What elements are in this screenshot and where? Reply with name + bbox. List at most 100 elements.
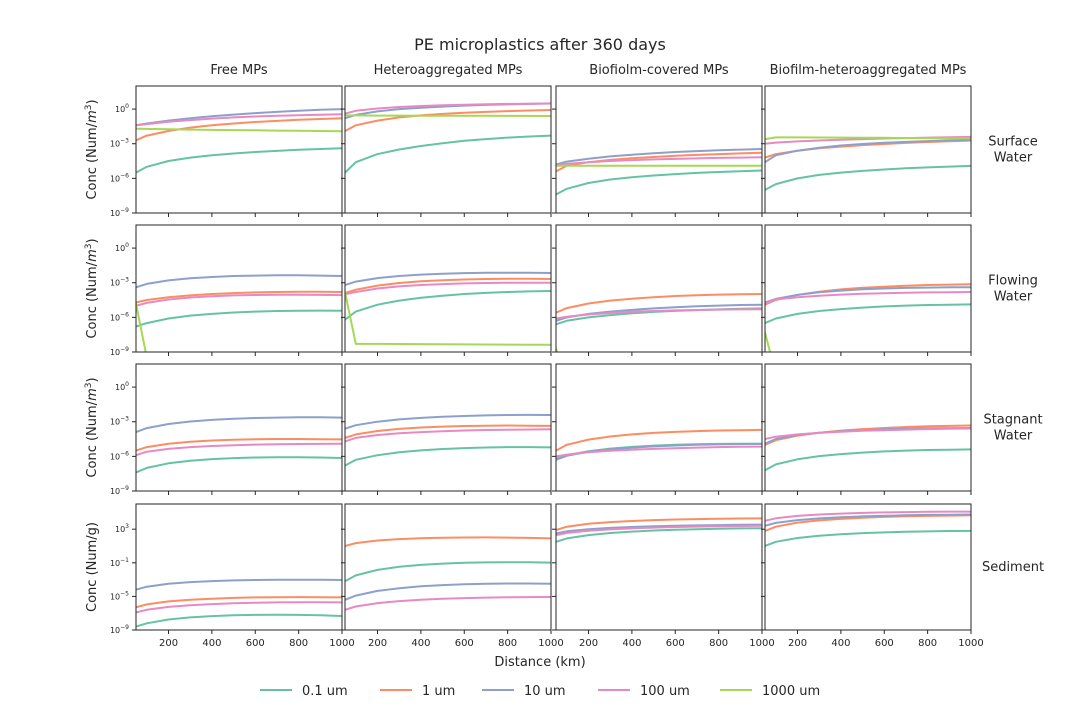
panel-frame <box>135 363 343 492</box>
series-line-0.1-um <box>345 446 551 467</box>
legend-item: 1000 um <box>720 684 820 699</box>
legend-label: 100 um <box>640 684 690 699</box>
series-line-1-um <box>765 514 971 532</box>
panel-frame <box>555 85 763 214</box>
y-axis-label-text: Conc (Num/ <box>85 261 100 338</box>
row-label-0-line-0: Surface <box>988 135 1038 150</box>
y-axis-label-row-0: Conc (Num/m3) <box>84 99 100 199</box>
panel-frame <box>344 503 552 631</box>
series-line-100-um <box>556 445 762 458</box>
column-title-0: Free MPs <box>210 63 268 78</box>
panel-frame <box>135 503 343 631</box>
panel-r1-c2 <box>552 224 763 356</box>
series-line-1-um <box>556 428 762 452</box>
panel-frame <box>344 85 552 214</box>
panel-r2-c1 <box>341 363 552 495</box>
panel-r0-c0: 10−9 10−6 10−3 100 <box>110 85 343 218</box>
x-tick-label: 200 <box>159 638 178 649</box>
x-tick-label: 200 <box>368 638 387 649</box>
y-axis-label-text: Conc (Num/g) <box>85 522 100 612</box>
column-title-2: Biofiolm-covered MPs <box>589 63 729 78</box>
row-label-2-line-1: Water <box>994 429 1033 444</box>
series-line-1-um <box>556 517 762 531</box>
x-tick-label: 800 <box>289 638 308 649</box>
x-tick-label: 200 <box>788 638 807 649</box>
series-line-100-um <box>345 428 551 443</box>
series-line-10-um <box>556 523 762 535</box>
series-line-1-um <box>345 109 551 132</box>
series-line-100-um <box>345 102 551 115</box>
y-tick-label: 100 <box>115 103 129 114</box>
column-title-3: Biofilm-heteroaggregated MPs <box>770 63 967 78</box>
y-axis-label-row-1: Conc (Num/m3) <box>84 238 100 338</box>
panel-frame <box>555 503 763 631</box>
x-tick-label: 1000 <box>958 638 983 649</box>
y-tick-label: 10−9 <box>110 624 129 635</box>
y-tick-label: 10−5 <box>110 590 129 601</box>
series-line-1-um <box>136 290 342 304</box>
panel-r1-c1 <box>341 224 552 356</box>
row-label-1-line-1: Water <box>994 290 1033 305</box>
y-tick-label: 100 <box>115 381 129 392</box>
series-line-1000-um <box>345 291 551 346</box>
series-line-100-um <box>556 156 762 167</box>
y-axis-label-text: Conc (Num/ <box>85 122 100 199</box>
y-tick-label: 10−6 <box>110 172 129 183</box>
panel-r0-c1 <box>341 85 552 217</box>
panel-r3-c1: 200 400 600 800 1000 <box>341 503 564 649</box>
y-axis-label-row-2: Conc (Num/m3) <box>84 377 100 477</box>
y-axis-label-close: ) <box>85 238 100 243</box>
y-tick-label: 10−6 <box>110 311 129 322</box>
series-line-1-um <box>136 438 342 452</box>
panel-r1-c0: 10−9 10−6 10−3 100 <box>110 224 343 357</box>
panel-frame <box>555 224 763 353</box>
series-line-1-um <box>345 424 551 439</box>
series-line-100-um <box>765 291 971 305</box>
y-axis-label-unit-exponent: 3 <box>84 244 94 250</box>
series-line-1000-um <box>765 331 772 352</box>
series-line-0.1-um <box>556 169 762 196</box>
x-tick-label: 200 <box>579 638 598 649</box>
series-line-1-um <box>345 536 551 547</box>
series-line-1000-um <box>136 127 342 133</box>
series-line-1-um <box>556 293 762 314</box>
series-line-100-um <box>345 596 551 611</box>
series-line-0.1-um <box>136 147 342 174</box>
series-line-10-um <box>556 148 762 166</box>
row-label-1-line-0: Flowing <box>988 274 1038 289</box>
y-axis-label-unit: m <box>85 249 100 262</box>
y-tick-label: 10−3 <box>110 416 129 427</box>
x-tick-label: 600 <box>875 638 894 649</box>
panel-frame <box>344 224 552 353</box>
series-line-0.1-um <box>345 134 551 174</box>
y-tick-label: 10−9 <box>110 346 129 357</box>
y-tick-label: 10−6 <box>110 450 129 461</box>
y-tick-label: 10−3 <box>110 138 129 149</box>
y-axis-label-close: ) <box>85 377 100 382</box>
x-tick-label: 1000 <box>749 638 774 649</box>
series-line-0.1-um <box>136 613 342 628</box>
y-axis-label-close: ) <box>85 99 100 104</box>
series-line-100-um <box>136 293 342 307</box>
series-line-10-um <box>765 513 971 527</box>
panel-frame <box>764 503 972 631</box>
legend: 0.1 um 1 um 10 um 100 um 1000 um <box>260 684 820 699</box>
x-tick-label: 1000 <box>538 638 563 649</box>
series-line-100-um <box>765 427 971 440</box>
x-tick-label: 800 <box>498 638 517 649</box>
series-line-1000-um <box>765 136 971 141</box>
legend-label: 1 um <box>422 684 455 699</box>
series-line-0.1-um <box>556 527 762 543</box>
row-label-0-line-1: Water <box>994 151 1033 166</box>
y-tick-label: 10−3 <box>110 277 129 288</box>
y-axis-label-row-3: Conc (Num/g) <box>85 522 100 612</box>
panel-r1-c3 <box>761 224 972 356</box>
series-line-1-um <box>136 117 342 142</box>
y-tick-label: 103 <box>115 523 129 534</box>
panel-r3-c0: 10−9 10−5 10−1 103 200 400 600 800 1000 <box>110 503 355 649</box>
panel-frame <box>135 224 343 353</box>
series-line-10-um <box>345 582 551 601</box>
series-line-0.1-um <box>345 290 551 321</box>
series-line-100-um <box>556 308 762 320</box>
